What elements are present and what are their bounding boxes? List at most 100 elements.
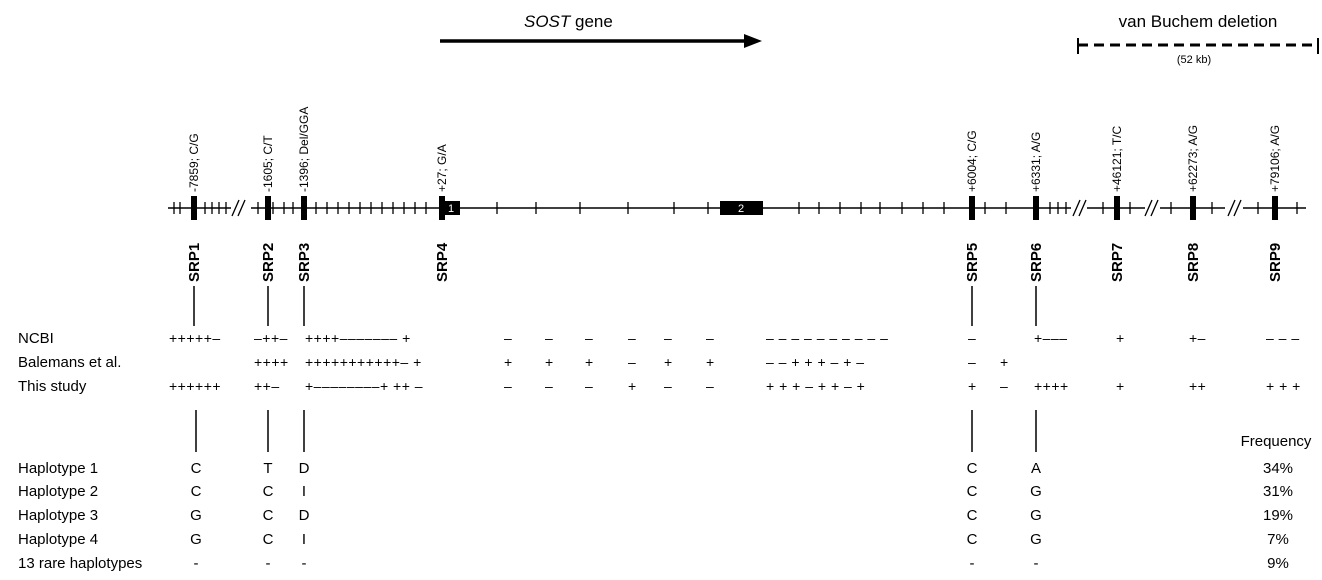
study-mark-group: + — [504, 354, 513, 370]
haplotype-name: Haplotype 4 — [18, 531, 98, 548]
study-mark-group: + + + – + + – + — [766, 378, 865, 394]
study-label-ncbi: NCBI — [18, 330, 54, 347]
snp-label-9: +79106; A/G — [1268, 125, 1282, 192]
snp-label-1: -7859; C/G — [187, 133, 201, 192]
srp-marker-1 — [191, 196, 197, 220]
snp-label-3: -1396; Del/GGA — [297, 107, 311, 192]
haplotype-allele: C — [967, 507, 978, 524]
study-mark-group: – — [628, 354, 636, 370]
haplotype-allele: G — [1030, 507, 1042, 524]
srp-name-4: SRP4 — [434, 242, 451, 282]
srp-name-1: SRP1 — [186, 243, 203, 282]
haplotype-allele: I — [302, 483, 306, 500]
study-mark-group: – — [504, 330, 512, 346]
study-mark-group: + — [706, 354, 715, 370]
study-label-this-study: This study — [18, 378, 87, 395]
study-mark-group: +– — [1189, 330, 1206, 346]
study-mark-group: +––––––––+ ++ – — [305, 378, 423, 394]
haplotype-allele: C — [967, 531, 978, 548]
srp-marker-9 — [1272, 196, 1278, 220]
haplotype-allele: A — [1031, 460, 1041, 477]
haplotype-allele: - — [970, 555, 975, 572]
study-mark-group: – — [504, 378, 512, 394]
exon-2: 2 — [720, 201, 763, 215]
study-mark-group: – — [664, 378, 672, 394]
study-mark-group: – – – — [1266, 330, 1300, 346]
exon-2-label: 2 — [738, 203, 744, 215]
study-mark-group: – – + + + – + – — [766, 354, 865, 370]
deletion-label: van Buchem deletion — [1119, 12, 1278, 31]
study-marks: +++++– –++– ++++––––––– + – – – – – – – – – – – –… — [169, 330, 1301, 394]
haplotype-allele: C — [191, 460, 202, 477]
sost-gene-arrow — [440, 34, 762, 48]
srp-name-7: SRP7 — [1109, 243, 1126, 282]
study-mark-group: ++++++ — [169, 378, 221, 394]
study-mark-group: – — [1000, 378, 1008, 394]
srp-marker-3 — [301, 196, 307, 220]
study-label-balemans: Balemans et al. — [18, 354, 121, 371]
study-mark-group: +––– — [1034, 330, 1068, 346]
haplotype-connectors — [195, 410, 1037, 452]
study-mark-group: – — [706, 378, 714, 394]
minor-ticks — [173, 202, 1298, 214]
haplotype-frequency: 34% — [1263, 460, 1293, 477]
haplotype-allele: G — [190, 531, 202, 548]
study-mark-group: + — [968, 378, 977, 394]
srp-marker-2 — [265, 196, 271, 220]
haplotype-allele: C — [263, 483, 274, 500]
haplotype-table: Haplotype 1 C T D C A 34%Haplotype 2 C C I C G 31%Ha… — [18, 460, 1293, 572]
haplotype-name: Haplotype 3 — [18, 507, 98, 524]
study-mark-group: – — [545, 378, 553, 394]
haplotype-allele: G — [1030, 531, 1042, 548]
axis-breaks — [231, 199, 1242, 217]
study-mark-group: – — [545, 330, 553, 346]
haplotype-allele: - — [302, 555, 307, 572]
snp-label-8: +62273; A/G — [1186, 125, 1200, 192]
snp-label-5: +6004; C/G — [965, 130, 979, 192]
study-mark-group: ++ — [1189, 378, 1206, 394]
study-mark-group: + — [585, 354, 594, 370]
srp-name-8: SRP8 — [1185, 243, 1202, 282]
study-mark-group: – — [968, 354, 976, 370]
haplotype-frequency: 31% — [1263, 483, 1293, 500]
haplotype-allele: G — [190, 507, 202, 524]
snp-label-2: -1605; C/T — [261, 135, 275, 192]
srp-markers: -7859; C/G SRP1 -1605; C/T SRP2 -1396; Del/G… — [186, 107, 1284, 326]
study-mark-group: + — [1000, 354, 1009, 370]
haplotype-allele: G — [1030, 483, 1042, 500]
study-mark-group: – — [706, 330, 714, 346]
study-mark-group: –++– — [254, 330, 288, 346]
haplotype-allele: - — [1034, 555, 1039, 572]
snp-label-6: +6331; A/G — [1029, 132, 1043, 192]
study-mark-group: ++++ — [1034, 378, 1069, 394]
haplotype-allele: D — [299, 507, 310, 524]
study-mark-group: – — [585, 378, 593, 394]
srp-marker-8 — [1190, 196, 1196, 220]
haplotype-allele: D — [299, 460, 310, 477]
study-mark-group: – — [664, 330, 672, 346]
study-mark-group: ++++––––––– + — [305, 330, 411, 346]
study-mark-group: + + + — [1266, 378, 1301, 394]
srp-name-9: SRP9 — [1267, 243, 1284, 282]
gene-label: SOST gene — [524, 12, 613, 31]
deletion-bracket — [1077, 38, 1319, 54]
study-mark-group: +++++++++++– + — [305, 354, 422, 370]
haplotype-name: Haplotype 1 — [18, 460, 98, 477]
haplotype-allele: T — [263, 460, 272, 477]
haplotype-allele: C — [967, 483, 978, 500]
srp-name-3: SRP3 — [296, 243, 313, 282]
haplotype-allele: C — [263, 531, 274, 548]
haplotype-frequency: 7% — [1267, 531, 1289, 548]
haplotype-name: 13 rare haplotypes — [18, 555, 142, 572]
study-mark-group: + — [1116, 378, 1125, 394]
haplotype-allele: - — [194, 555, 199, 572]
study-mark-group: + — [664, 354, 673, 370]
haplotype-allele: - — [266, 555, 271, 572]
srp-name-6: SRP6 — [1028, 243, 1045, 282]
srp-name-2: SRP2 — [260, 243, 277, 282]
srp-marker-6 — [1033, 196, 1039, 220]
exon-1-label: 1 — [448, 203, 454, 215]
haplotype-frequency: 9% — [1267, 555, 1289, 572]
study-mark-group: – – – – – – – – – – — [766, 330, 888, 346]
